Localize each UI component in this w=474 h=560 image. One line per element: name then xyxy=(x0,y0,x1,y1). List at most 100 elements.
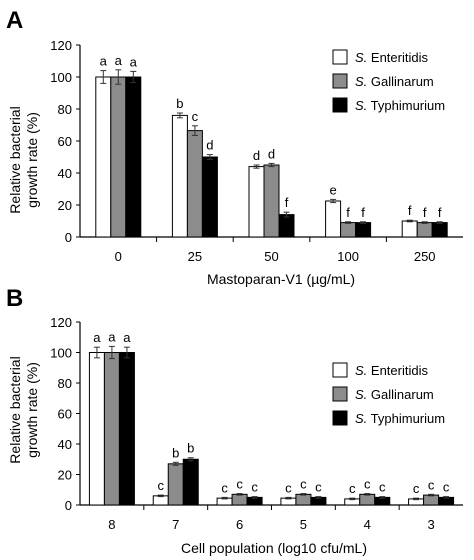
panel-a-legend-swatch xyxy=(332,73,348,89)
panel-a-significance-letter: a xyxy=(100,54,108,69)
panel-a-bar xyxy=(186,130,203,238)
panel-a-legend-species: S. xyxy=(355,74,367,89)
panel-b-significance-letter: c xyxy=(285,480,292,495)
panel-b-legend-species: S. xyxy=(355,387,367,402)
panel-b-legend-label: S. Typhimurium xyxy=(355,411,445,426)
panel-b-legend-strain: Enteritidis xyxy=(367,363,428,378)
panel-b-xlabel: Cell population (log10 cfu/mL) xyxy=(181,540,367,556)
panel-a-xlabel: Mastoparan-V1 (µg/mL) xyxy=(207,271,355,287)
panel-b-x-tick-label: 7 xyxy=(172,517,179,532)
panel-a-bar xyxy=(110,76,127,238)
panel-a-bar xyxy=(125,76,142,238)
panel-a-legend-strain: Typhimurium xyxy=(367,98,445,113)
panel-b-significance-letter: c xyxy=(379,480,386,495)
panel-a-y-tick-label: 0 xyxy=(65,230,72,245)
panel-a-legend-label: S. Enteritidis xyxy=(355,50,428,65)
panel-b-y-tick-label: 100 xyxy=(50,346,72,361)
panel-a-legend-strain: Enteritidis xyxy=(367,50,428,65)
panel-b-bar xyxy=(152,495,169,506)
panel-a-x-tick-label: 250 xyxy=(414,249,436,264)
panel-b-bar xyxy=(167,463,184,506)
panel-b-bar xyxy=(423,494,440,506)
panel-b-y-tick-label: 80 xyxy=(58,376,72,391)
panel-a-bar xyxy=(248,166,265,238)
panel-a-significance-letter: d xyxy=(268,146,275,161)
panel-b-bar xyxy=(359,493,376,506)
panel-b-significance-letter: c xyxy=(413,481,420,496)
panel-b-significance-letter: b xyxy=(172,445,179,460)
panel-b-legend-species: S. xyxy=(355,411,367,426)
panel-a-bar xyxy=(340,222,357,238)
panel-b-bar xyxy=(295,493,312,506)
panel-b-significance-letter: c xyxy=(428,477,435,492)
panel-a-significance-letter: d xyxy=(253,148,260,163)
panel-b-y-tick-label: 120 xyxy=(50,315,72,330)
panel-b-label: B xyxy=(6,285,23,312)
panel-a-y-tick-label: 80 xyxy=(58,102,72,117)
panel-b-significance-letter: c xyxy=(364,477,371,492)
panel-a-ylabel-line2: growth rate (%) xyxy=(24,112,40,208)
panel-a-bar xyxy=(401,220,418,238)
panel-b-legend-strain: Typhimurium xyxy=(367,411,445,426)
panel-b-significance-letter: c xyxy=(349,481,356,496)
panel-a-significance-letter: f xyxy=(408,203,412,218)
panel-b-significance-letter: c xyxy=(300,477,307,492)
panel-b-bar xyxy=(118,352,135,506)
panel-a-significance-letter: b xyxy=(176,96,183,111)
panel-b-ylabel-line1: Relative bacterial xyxy=(7,356,23,463)
panel-a-legend-label: S. Typhimurium xyxy=(355,98,445,113)
panel-a-bar xyxy=(95,76,112,238)
panel-b-x-tick-label: 6 xyxy=(236,517,243,532)
panel-a-significance-letter: f xyxy=(346,205,350,220)
panel-b-significance-letter: c xyxy=(315,480,322,495)
panel-b-x-tick-label: 3 xyxy=(427,517,434,532)
panel-a-bar xyxy=(278,214,295,238)
panel-b-legend-swatch xyxy=(332,386,348,402)
panel-a-bar xyxy=(431,222,448,238)
panel-a-legend-label: S. Gallinarum xyxy=(355,74,434,89)
panel-b-significance-letter: c xyxy=(236,477,243,492)
panel-a-legend-swatch xyxy=(332,97,348,113)
panel-b-y-tick-label: 40 xyxy=(58,437,72,452)
panel-b-significance-letter: c xyxy=(221,480,228,495)
panel-b-legend-swatch xyxy=(332,410,348,426)
panel-b-bar xyxy=(88,352,105,506)
panel-b-legend-strain: Gallinarum xyxy=(367,387,433,402)
panel-a-y-tick-label: 40 xyxy=(58,166,72,181)
panel-b-bar xyxy=(103,352,120,506)
panel-a-significance-letter: a xyxy=(130,54,138,69)
panel-b-significance-letter: a xyxy=(108,329,116,344)
panel-b-legend-label: S. Gallinarum xyxy=(355,387,434,402)
panel-b-significance-letter: c xyxy=(251,480,258,495)
panel-a-ylabel-line1: Relative bacterial xyxy=(7,106,23,213)
panel-a-significance-letter: e xyxy=(329,182,336,197)
panel-b-significance-letter: c xyxy=(158,478,165,493)
panel-b-significance-letter: a xyxy=(123,330,131,345)
panel-a-significance-letter: d xyxy=(206,138,213,153)
panel-b-x-tick-label: 4 xyxy=(364,517,371,532)
panel-a-y-tick-label: 20 xyxy=(58,198,72,213)
panel-a-label: A xyxy=(6,7,23,34)
panel-b-legend-species: S. xyxy=(355,363,367,378)
panel-a-legend-strain: Gallinarum xyxy=(367,74,433,89)
panel-a-legend-swatch xyxy=(332,49,348,65)
panel-b-significance-letter: a xyxy=(93,330,101,345)
panel-a-bar xyxy=(416,222,433,238)
panel-a-bar xyxy=(201,156,218,238)
panel-a-x-tick-label: 50 xyxy=(264,249,278,264)
panel-a-x-tick-label: 25 xyxy=(188,249,202,264)
panel-b-x-tick-label: 5 xyxy=(300,517,307,532)
panel-a-significance-letter: f xyxy=(285,195,289,210)
panel-a-significance-letter: a xyxy=(115,53,123,68)
panel-a-bar xyxy=(325,200,342,238)
panel-a-significance-letter: c xyxy=(192,109,199,124)
panel-a-bar xyxy=(355,222,372,238)
panel-a-bar xyxy=(263,164,280,238)
panel-b-legend-label: S. Enteritidis xyxy=(355,363,428,378)
panel-b-y-tick-label: 60 xyxy=(58,407,72,422)
panel-a-legend-species: S. xyxy=(355,98,367,113)
panel-b-y-tick-label: 20 xyxy=(58,468,72,483)
panel-b-bar xyxy=(231,493,248,506)
